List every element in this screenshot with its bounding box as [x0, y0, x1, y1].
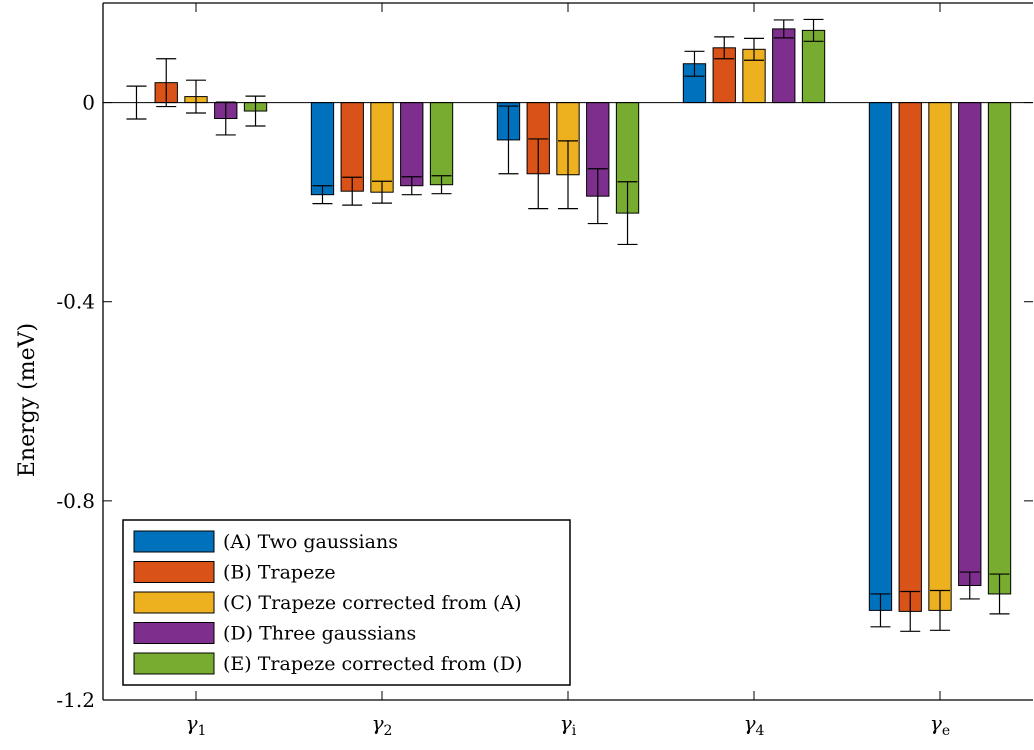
legend-label: (A) Two gaussians	[223, 531, 398, 553]
error-bar	[156, 58, 177, 108]
bar	[400, 102, 424, 187]
bar	[310, 102, 335, 196]
legend-swatch	[133, 652, 215, 675]
legend-swatch	[133, 561, 215, 583]
bars-layer	[154, 28, 1012, 612]
legend-swatch	[133, 530, 215, 553]
legend-entry: (B) Trapeze	[133, 561, 336, 584]
error-bar	[498, 105, 519, 175]
error-bar	[900, 590, 921, 632]
error-bar	[342, 176, 363, 206]
error-bar	[989, 573, 1010, 615]
error-bar	[312, 185, 333, 205]
legend-entry: (D) Three gaussians	[133, 622, 416, 645]
bar	[868, 102, 893, 611]
error-bar	[401, 176, 422, 196]
error-bar	[587, 168, 608, 225]
y-tick-label: -1.2	[56, 688, 95, 712]
y-tick-label: 0	[82, 91, 95, 115]
legend-swatch	[133, 591, 215, 614]
error-bar	[617, 181, 638, 246]
x-tick-label: γe	[930, 711, 950, 739]
axes-layer	[102, 2, 1033, 701]
bar	[370, 102, 394, 193]
error-bar	[714, 36, 735, 60]
error-bar	[558, 140, 578, 210]
legend: (A) Two gaussians (B) Trapeze (C) Trapeze …	[122, 519, 571, 686]
legend-entry: (C) Trapeze corrected from (A)	[133, 591, 522, 614]
error-bar	[930, 589, 950, 631]
bar	[987, 102, 1012, 595]
y-axis-label: Energy (meV)	[15, 323, 40, 477]
error-bar	[372, 180, 392, 204]
legend-label: (E) Trapeze corrected from (D)	[223, 653, 522, 675]
error-bar	[773, 19, 794, 39]
error-bar	[744, 37, 764, 61]
bar	[898, 102, 922, 612]
legend-label: (C) Trapeze corrected from (A)	[223, 592, 522, 614]
legend-label: (B) Trapeze	[223, 562, 336, 584]
x-tick-label: γ2	[372, 711, 393, 739]
error-bar	[245, 95, 266, 127]
error-bar	[431, 175, 452, 195]
error-bar	[528, 138, 549, 210]
bar	[429, 102, 454, 186]
bar	[928, 102, 952, 611]
error-bar	[186, 79, 206, 114]
x-tick-labels: γ1 γ2 γi γ4 γe	[186, 711, 951, 739]
bar	[772, 28, 796, 104]
x-tick-label: γi	[560, 711, 577, 739]
x-tick-label: γ1	[186, 711, 207, 739]
error-bar	[684, 50, 705, 77]
x-tick-label: γ4	[744, 711, 765, 739]
error-bar	[959, 571, 980, 600]
legend-entry: (A) Two gaussians	[133, 530, 398, 553]
bar	[958, 102, 982, 586]
legend-entry: (E) Trapeze corrected from (D)	[133, 652, 522, 675]
legend-label: (D) Three gaussians	[223, 623, 416, 645]
y-tick-labels: 0 -0.4 -0.8 -1.2	[56, 91, 95, 712]
error-bar	[870, 593, 891, 628]
y-tick-label: -0.4	[56, 290, 95, 314]
error-bar	[803, 18, 824, 42]
y-tick-label: -0.8	[56, 489, 95, 513]
legend-swatch	[133, 622, 215, 644]
